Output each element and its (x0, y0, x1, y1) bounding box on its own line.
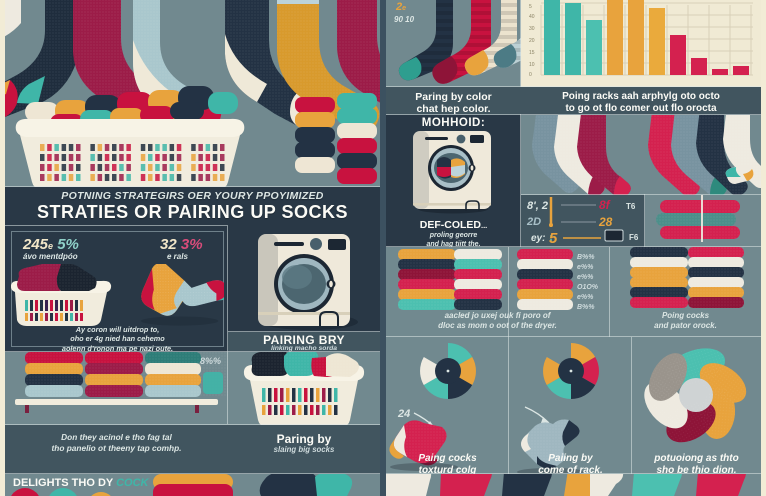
svg-text:30: 30 (529, 26, 535, 32)
svg-text:5: 5 (549, 230, 558, 247)
svg-text:B%%: B%% (577, 304, 595, 311)
svg-text:0: 0 (529, 72, 532, 78)
svg-text:T6: T6 (626, 202, 636, 211)
svg-text:24: 24 (397, 408, 410, 420)
svg-text:B%%: B%% (577, 254, 595, 261)
svg-text:10: 10 (529, 62, 535, 68)
svg-text:8', 2: 8', 2 (527, 200, 548, 212)
svg-text:5: 5 (529, 4, 532, 10)
svg-text:15: 15 (529, 50, 535, 56)
svg-text:40: 40 (529, 14, 535, 20)
svg-text:e%%: e%% (577, 294, 594, 301)
svg-text:8f: 8f (599, 198, 611, 212)
svg-text:2D: 2D (526, 216, 541, 228)
svg-text:2e: 2e (395, 1, 406, 13)
svg-text:F6: F6 (629, 233, 639, 242)
svg-text:O1O%: O1O% (577, 284, 599, 291)
svg-text:8%%: 8%% (200, 356, 221, 366)
svg-text:e%%: e%% (577, 274, 594, 281)
svg-text:ey:: ey: (531, 233, 545, 244)
svg-text:28: 28 (598, 215, 613, 229)
svg-text:90 10: 90 10 (394, 15, 415, 24)
svg-text:e%%: e%% (577, 264, 594, 271)
svg-text:20: 20 (529, 38, 535, 44)
